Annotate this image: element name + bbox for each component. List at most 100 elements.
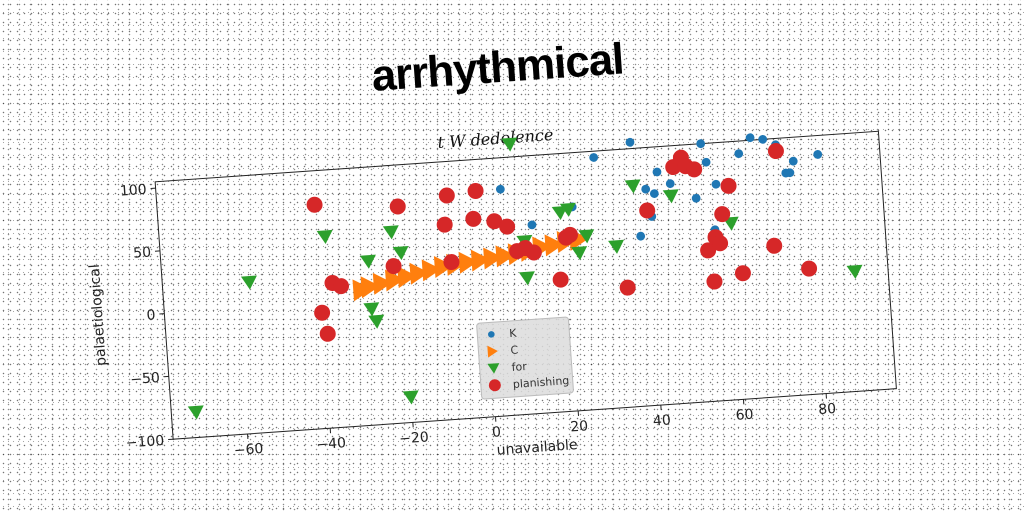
data-point bbox=[544, 234, 564, 257]
legend-marker bbox=[488, 331, 495, 338]
data-point bbox=[552, 271, 569, 288]
data-point bbox=[559, 202, 576, 217]
data-point bbox=[409, 262, 429, 285]
legend-label: K bbox=[509, 327, 518, 341]
data-point bbox=[788, 156, 798, 166]
x-axis-label: unavailable bbox=[496, 437, 578, 459]
data-point bbox=[316, 229, 333, 244]
data-point bbox=[758, 134, 768, 144]
data-point bbox=[691, 193, 701, 203]
data-point bbox=[636, 231, 646, 241]
data-point bbox=[734, 149, 744, 159]
data-point bbox=[385, 258, 402, 275]
data-point bbox=[561, 226, 578, 243]
y-tick-label: −50 bbox=[130, 370, 161, 388]
data-point bbox=[846, 264, 863, 279]
data-point bbox=[359, 254, 376, 269]
y-tick-label: 0 bbox=[146, 307, 156, 324]
data-point bbox=[499, 218, 516, 235]
data-point bbox=[501, 137, 518, 152]
data-point bbox=[767, 143, 784, 160]
data-point bbox=[711, 179, 721, 189]
data-point bbox=[465, 210, 482, 227]
x-tick-label: 80 bbox=[818, 401, 837, 418]
x-tick-label: −20 bbox=[399, 429, 430, 447]
data-point bbox=[578, 229, 595, 244]
data-point bbox=[712, 235, 729, 252]
data-point bbox=[495, 245, 515, 268]
data-point bbox=[389, 198, 406, 215]
data-point bbox=[701, 157, 711, 167]
x-tick-label: −60 bbox=[233, 441, 264, 459]
data-point bbox=[470, 249, 491, 272]
legend-label: planishing bbox=[512, 374, 569, 391]
data-point bbox=[766, 237, 783, 254]
data-point bbox=[458, 251, 478, 274]
data-point bbox=[801, 260, 818, 277]
plot-area bbox=[154, 130, 897, 440]
data-point bbox=[486, 213, 503, 230]
data-point bbox=[652, 167, 662, 177]
x-tick-label: 60 bbox=[735, 407, 754, 424]
data-point bbox=[368, 314, 385, 329]
data-point bbox=[363, 302, 380, 317]
y-tick-label: 50 bbox=[133, 245, 152, 262]
data-point bbox=[706, 273, 723, 290]
data-point bbox=[589, 153, 599, 162]
data-point bbox=[495, 184, 505, 194]
legend-marker bbox=[488, 379, 501, 392]
y-axis: −100 −50 0 50 100 bbox=[119, 182, 174, 452]
y-tick-label: −100 bbox=[125, 433, 164, 452]
data-point bbox=[639, 202, 656, 219]
data-point bbox=[314, 304, 331, 321]
data-point bbox=[571, 246, 588, 261]
data-point bbox=[665, 179, 675, 189]
data-point bbox=[372, 272, 393, 295]
data-point bbox=[700, 242, 717, 259]
legend-box bbox=[476, 316, 574, 400]
x-tick-label: 20 bbox=[570, 418, 589, 435]
data-point bbox=[306, 196, 323, 213]
legend-label: for bbox=[511, 360, 527, 374]
x-tick-label: 0 bbox=[492, 424, 502, 441]
data-point bbox=[662, 189, 679, 204]
data-point bbox=[319, 325, 336, 342]
data-point bbox=[483, 247, 503, 270]
data-point bbox=[720, 177, 737, 194]
x-tick-label: −40 bbox=[316, 435, 347, 453]
data-point bbox=[696, 139, 706, 149]
data-point bbox=[649, 189, 659, 199]
data-point bbox=[518, 271, 535, 286]
data-point bbox=[686, 161, 703, 178]
legend-label: C bbox=[510, 344, 519, 358]
x-axis: −60 −40 −20 0 20 40 60 80 bbox=[233, 393, 837, 459]
data-point bbox=[608, 239, 625, 254]
data-point bbox=[438, 187, 455, 204]
data-point bbox=[436, 216, 453, 233]
data-point bbox=[619, 279, 636, 296]
data-point bbox=[525, 244, 542, 261]
data-point bbox=[240, 275, 257, 290]
data-point bbox=[392, 246, 409, 261]
data-point bbox=[527, 220, 537, 230]
data-point bbox=[467, 182, 484, 199]
data-point bbox=[813, 150, 823, 159]
data-point bbox=[187, 405, 204, 420]
data-point bbox=[360, 276, 381, 299]
data-point bbox=[443, 254, 460, 271]
legend-marker bbox=[487, 363, 500, 374]
data-point bbox=[382, 225, 399, 240]
chart-subtitle: t W dedolence bbox=[437, 125, 554, 152]
legend-marker bbox=[487, 345, 498, 358]
data-point bbox=[745, 133, 755, 143]
data-point bbox=[421, 259, 442, 282]
data-point bbox=[624, 179, 641, 194]
data-point bbox=[402, 390, 419, 405]
y-axis-label: palaetiological bbox=[87, 264, 110, 367]
data-point bbox=[333, 278, 350, 295]
data-point bbox=[734, 265, 751, 282]
series-planishing bbox=[306, 143, 818, 342]
data-point bbox=[625, 137, 635, 147]
